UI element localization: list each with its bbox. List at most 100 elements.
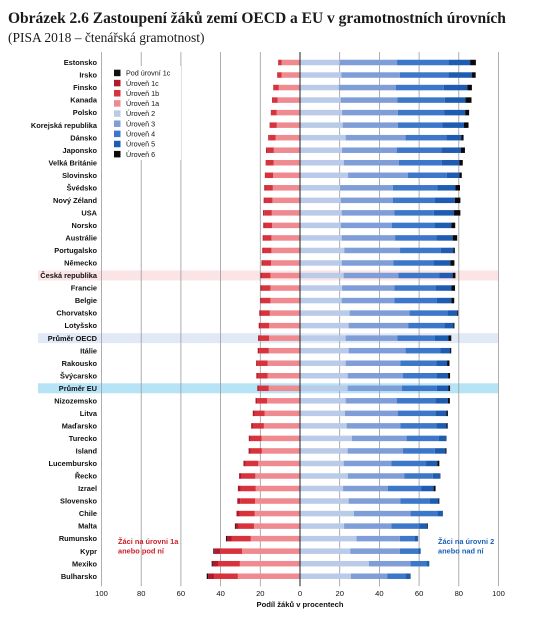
bar-segment-uroven-2-kypr	[300, 548, 351, 554]
bar-segment-uroven-5-francie	[435, 285, 452, 291]
bar-segment-uroven-3-island	[347, 448, 404, 454]
bar-segment-uroven-1b-dansko	[269, 134, 276, 141]
bar-segment-uroven-5-litva	[435, 410, 447, 417]
bar-segment-uroven-5-malta	[419, 523, 428, 529]
country-label-polsko: Polsko	[73, 108, 98, 117]
bar-segment-uroven-1b-japonsko	[267, 147, 274, 153]
bar-segment-uroven-5-italie	[440, 347, 451, 354]
bar-segment-uroven-4-rumunsko	[399, 535, 415, 542]
legend-label-uroven-4: Úroveň 4	[126, 130, 155, 139]
bar-segment-uroven-1b-chorvatsko	[260, 310, 270, 316]
bar-segment-uroven-6-japonsko	[460, 147, 465, 153]
bar-segment-uroven-2-italie	[300, 347, 349, 354]
country-label-usa: USA	[81, 208, 97, 217]
country-label-ceska-republika: Česká republika	[40, 271, 98, 280]
bar-segment-uroven-4-izrael	[387, 485, 422, 492]
bar-segment-uroven-5-chile	[437, 510, 443, 517]
bar-segment-uroven-3-francie	[342, 285, 395, 291]
legend-label-uroven-1c: Úroveň 1c	[126, 79, 159, 88]
bar-segment-uroven-6-lotyssko	[453, 322, 455, 329]
bar-segment-uroven-5-dansko	[446, 134, 462, 141]
country-label-prumer-eu: Průměr EU	[59, 384, 97, 393]
country-label-lucembursko: Lucembursko	[49, 459, 98, 468]
bar-segment-uroven-1a-rumunsko	[250, 535, 300, 542]
bar-segment-uroven-4-kanada	[397, 97, 445, 103]
country-label-svedsko: Švédsko	[67, 183, 98, 192]
bar-segment-uroven-4-bulharsko	[387, 573, 406, 579]
bar-segment-pod-urovni-1c-malta	[234, 523, 236, 529]
bar-segment-uroven-2-velka-britanie	[300, 159, 344, 166]
bar-segment-uroven-1b-lotyssko	[260, 322, 270, 329]
bar-segment-uroven-1a-lotyssko	[269, 322, 300, 329]
x-tick-label: 60	[415, 589, 423, 598]
country-label-lotyssko: Lotyšsko	[65, 321, 98, 330]
bar-segment-uroven-6-irsko	[471, 72, 476, 78]
bar-segment-uroven-5-rakousko	[436, 360, 448, 366]
bar-segment-uroven-3-chorvatsko	[349, 310, 410, 316]
bar-segment-uroven-2-malta	[300, 523, 345, 529]
bar-segment-uroven-1c-polsko	[270, 109, 272, 116]
bar-segment-uroven-5-prumer-eu	[436, 385, 449, 392]
bar-segment-uroven-1c-lotyssko	[258, 322, 261, 329]
bar-segment-uroven-6-izrael	[433, 485, 436, 492]
country-label-mexiko: Mexiko	[72, 559, 98, 568]
bar-segment-uroven-1c-korejska-republika	[269, 122, 271, 128]
bar-segment-uroven-3-kypr	[350, 548, 400, 554]
bar-segment-uroven-2-irsko	[300, 72, 342, 78]
bar-segment-uroven-5-japonsko	[441, 147, 461, 153]
bar-segment-uroven-6-nizozemsko	[447, 398, 450, 404]
country-label-litva: Litva	[80, 409, 98, 418]
bar-segment-uroven-1b-slovinsko	[265, 172, 274, 179]
bar-segment-uroven-1c-nizozemsko	[255, 398, 258, 404]
x-tick-label: 80	[137, 589, 145, 598]
bar-segment-uroven-5-polsko	[444, 109, 466, 116]
bar-segment-uroven-1b-malta	[238, 523, 254, 529]
bar-segment-uroven-4-ceska-republika	[398, 272, 440, 279]
bar-segment-pod-urovni-1c-rumunsko	[225, 535, 227, 542]
bar-segment-uroven-3-turecko	[352, 435, 407, 442]
legend-swatch-uroven-2	[114, 110, 121, 117]
bar-segment-uroven-1a-madarsko	[263, 423, 300, 429]
bar-segment-uroven-1a-australie	[271, 235, 300, 241]
bar-segment-uroven-1c-ceska-republika	[260, 272, 262, 279]
bar-segment-uroven-1a-irsko	[281, 72, 300, 78]
country-label-belgie: Belgie	[75, 296, 97, 305]
bar-segment-uroven-1a-svycarsko	[267, 373, 300, 379]
bar-segment-uroven-1c-svycarsko	[256, 373, 258, 379]
bar-segment-uroven-2-recko	[300, 473, 348, 479]
bar-segment-uroven-1c-svedsko	[264, 185, 266, 191]
bar-segment-uroven-1b-chile	[239, 510, 255, 517]
bar-segment-uroven-3-finsko	[338, 84, 396, 91]
bar-segment-uroven-3-japonsko	[342, 147, 397, 153]
bar-segment-uroven-1c-dansko	[268, 134, 270, 141]
country-label-velka-britanie: Velká Británie	[49, 158, 97, 167]
bar-segment-uroven-3-madarsko	[346, 423, 401, 429]
bar-segment-uroven-1c-madarsko	[251, 423, 253, 429]
bar-segment-uroven-6-litva	[446, 410, 448, 417]
bar-segment-uroven-4-chorvatsko	[409, 310, 448, 316]
bar-segment-uroven-2-francie	[300, 285, 343, 291]
bar-segment-uroven-3-bulharsko	[350, 573, 388, 579]
bar-segment-uroven-1c-velka-britanie	[265, 159, 267, 166]
bar-segment-uroven-1a-italie	[268, 347, 300, 354]
bar-segment-uroven-4-turecko	[406, 435, 439, 442]
bar-segment-uroven-2-lotyssko	[300, 322, 349, 329]
bar-segment-uroven-1a-polsko	[276, 109, 300, 116]
bar-segment-uroven-1a-svedsko	[272, 185, 300, 191]
bar-segment-uroven-6-prumer-oecd	[448, 335, 452, 341]
bar-segment-uroven-1c-bulharsko	[208, 573, 215, 579]
bar-segment-uroven-6-madarsko	[446, 423, 448, 429]
bar-segment-uroven-4-norsko	[391, 222, 435, 229]
bar-segment-uroven-1b-italie	[259, 347, 269, 354]
bar-segment-uroven-1b-turecko	[250, 435, 262, 442]
country-label-irsko: Irsko	[79, 71, 97, 80]
country-label-portugalsko: Portugalsko	[54, 246, 97, 255]
bar-segment-uroven-2-nizozemsko	[300, 398, 346, 404]
bar-segment-uroven-6-lucembursko	[437, 460, 440, 467]
bar-segment-uroven-6-usa	[454, 210, 461, 216]
bar-segment-uroven-2-novy-zeland	[300, 197, 341, 204]
bar-segment-uroven-1a-chorvatsko	[269, 310, 300, 316]
bar-segment-uroven-1b-island	[250, 448, 262, 454]
bar-segment-uroven-1a-slovinsko	[273, 172, 300, 179]
